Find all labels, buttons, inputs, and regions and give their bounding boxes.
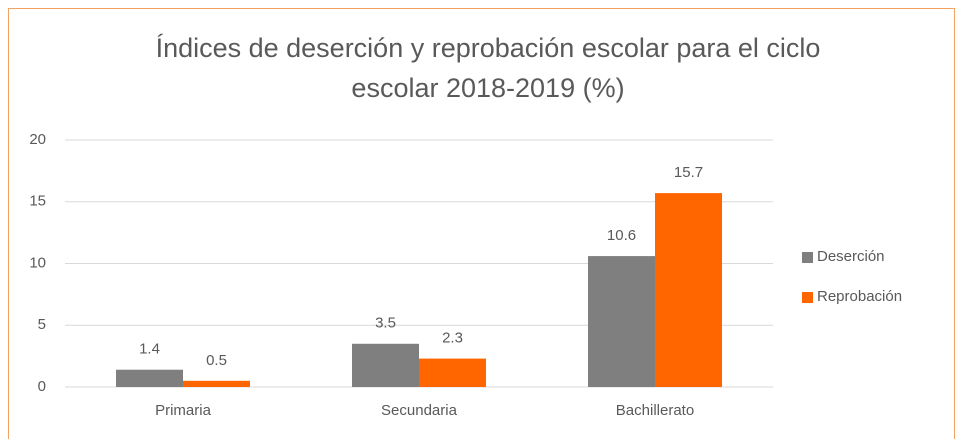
value-label: 1.4 <box>139 341 160 358</box>
y-tick-label: 15 <box>29 193 46 210</box>
bar <box>183 380 250 387</box>
legend-swatch <box>802 292 813 303</box>
chart-title: Índices de deserción y reprobación escol… <box>155 33 821 103</box>
y-tick-label: 10 <box>29 254 46 271</box>
y-tick-label: 0 <box>38 378 46 395</box>
bar <box>655 193 722 387</box>
y-tick-label: 5 <box>38 316 46 333</box>
bar <box>419 358 486 387</box>
x-tick-label: Secundaria <box>381 402 458 419</box>
value-label: 15.7 <box>674 164 703 181</box>
x-tick-label: Primaria <box>155 402 211 419</box>
bar <box>116 369 183 387</box>
value-label: 10.6 <box>607 227 636 244</box>
value-label: 2.3 <box>442 330 463 347</box>
legend-label: Reprobación <box>817 288 902 305</box>
bar <box>588 256 655 387</box>
chart-border <box>8 8 955 439</box>
legend-label: Deserción <box>817 248 885 265</box>
y-tick-label: 20 <box>29 131 46 148</box>
bar <box>352 343 419 387</box>
x-tick-label: Bachillerato <box>616 402 694 419</box>
legend-swatch <box>802 252 813 263</box>
value-label: 3.5 <box>375 315 396 332</box>
value-label: 0.5 <box>206 352 227 369</box>
